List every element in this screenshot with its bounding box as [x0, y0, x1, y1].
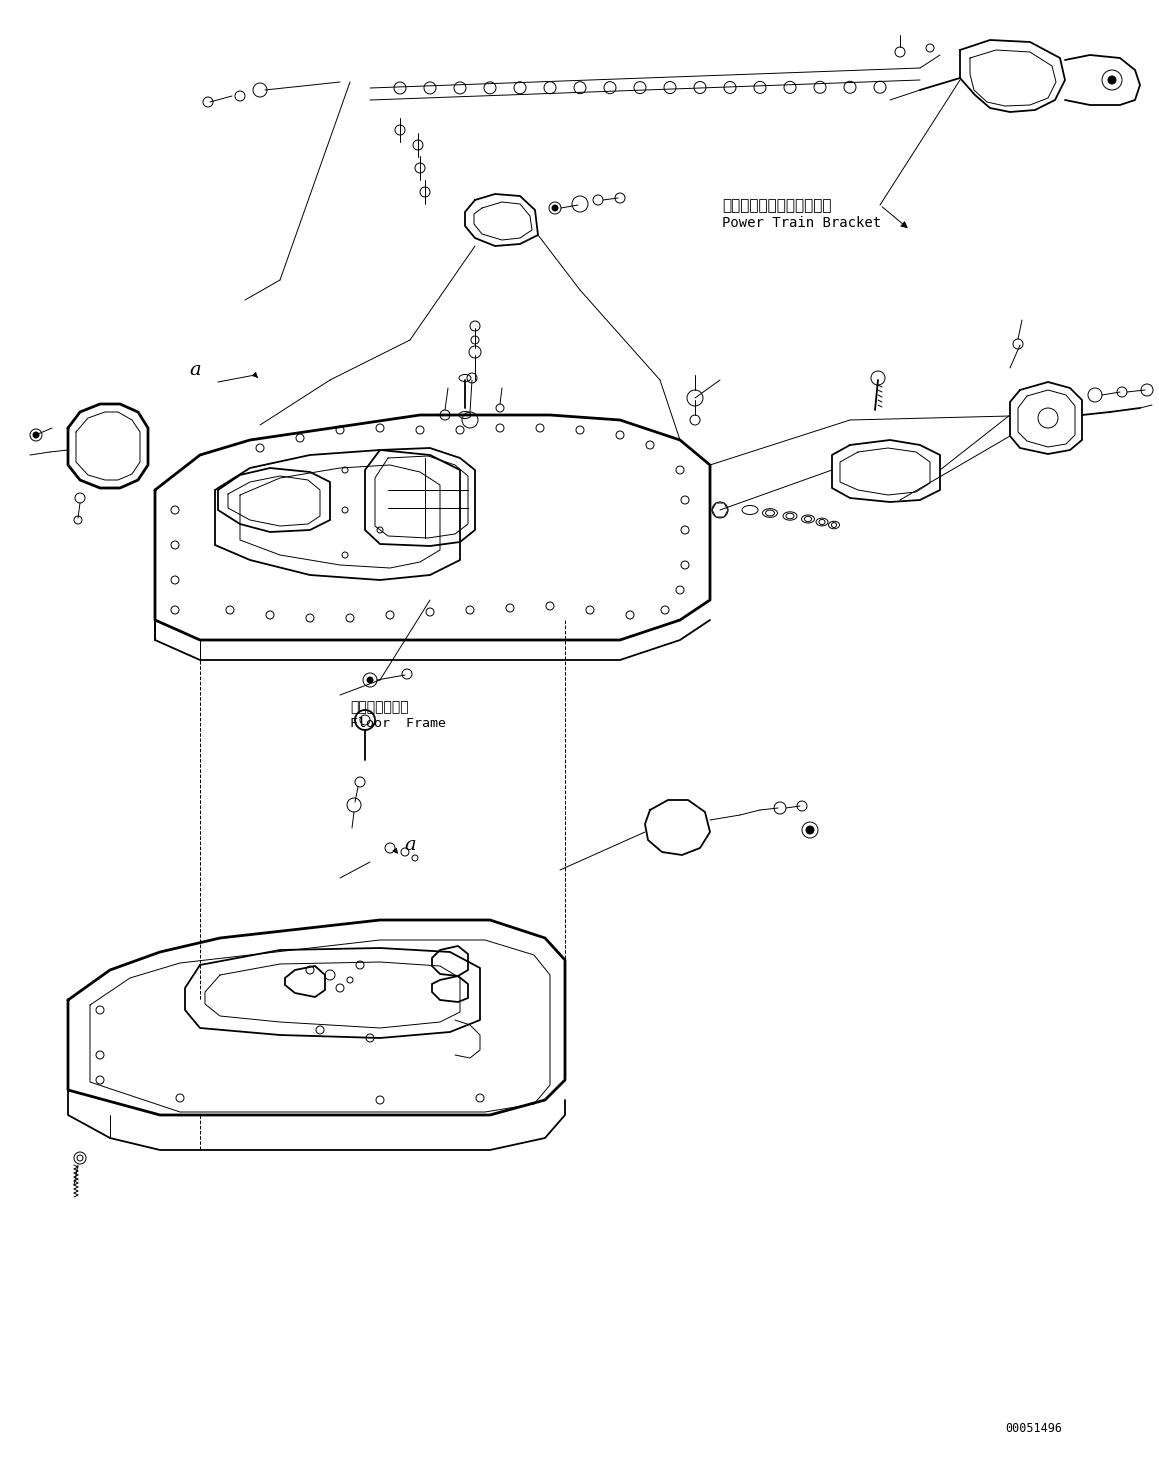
Polygon shape [712, 503, 728, 516]
Circle shape [367, 677, 373, 683]
Text: a: a [404, 836, 416, 854]
Circle shape [32, 432, 39, 438]
Text: Power Train Bracket: Power Train Bracket [722, 216, 881, 231]
Text: フロアフレーム: フロアフレーム [350, 700, 409, 713]
Text: パワートレインブラケット: パワートレインブラケット [722, 198, 831, 213]
Circle shape [806, 826, 814, 835]
Text: 00051496: 00051496 [1005, 1423, 1062, 1436]
Text: a: a [189, 360, 201, 379]
Circle shape [552, 206, 557, 212]
Text: Floor  Frame: Floor Frame [350, 716, 446, 730]
Circle shape [1108, 76, 1116, 85]
